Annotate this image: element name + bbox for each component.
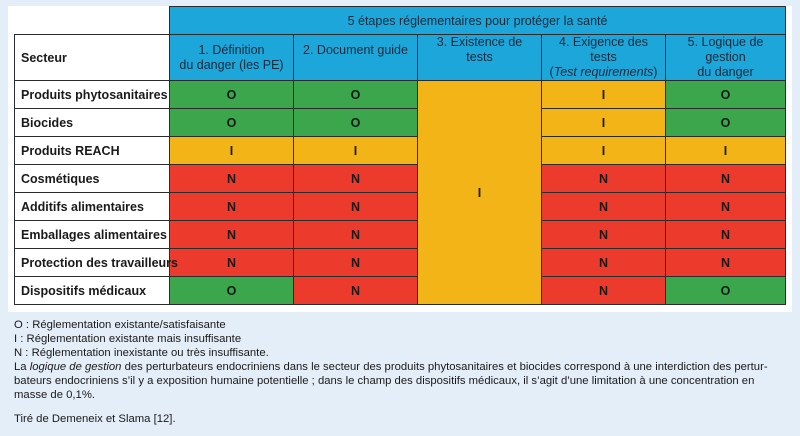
column-header-line: 1. Définition <box>198 42 265 57</box>
sector-cell: Produits phytosanitaires <box>14 80 170 109</box>
status-cell: N <box>293 248 418 277</box>
status-cell: N <box>293 164 418 193</box>
status-cell: N <box>169 192 294 221</box>
column-header-test-requirements: 4. Exigence des tests (Test requirements… <box>541 34 666 81</box>
status-cell: O <box>293 80 418 109</box>
table-row: Dispositifs médicaux O N N O <box>14 276 787 305</box>
sector-cell: Emballages alimentaires <box>14 220 170 249</box>
column-header-line: du danger (les PE) <box>179 57 284 72</box>
management-logic-note: La logique de gestion des perturbateurs … <box>14 360 790 402</box>
table-super-header: 5 étapes réglementaires pour protéger la… <box>168 6 787 35</box>
status-cell: O <box>169 108 294 137</box>
column-header-management-logic: 5. Logique de gestion du danger <box>664 34 787 81</box>
column-header-line: 5. Logique de gestion <box>687 35 764 64</box>
table-row: Produits phytosanitaires O O I I O <box>14 80 787 305</box>
status-cell: I <box>541 80 666 109</box>
note-prefix: La <box>14 361 30 373</box>
tests-existence-merged-cell: I <box>417 80 542 305</box>
column-header-line-italic: Test requirements <box>553 65 654 79</box>
regulatory-steps-table: 5 étapes réglementaires pour protéger la… <box>14 6 787 305</box>
table-row: Additifs alimentaires N N N N <box>14 192 787 221</box>
column-header-guide: 2. Document guide <box>293 34 418 81</box>
table-body: Produits phytosanitaires O O I I O Biocides O O I… <box>14 80 787 305</box>
legend-o: O : Réglementation existante/satisfaisan… <box>14 319 226 331</box>
sector-cell: Produits REACH <box>14 136 170 165</box>
status-cell: N <box>169 220 294 249</box>
status-cell: I <box>169 136 294 165</box>
table-row: Biocides O O I O <box>14 108 787 137</box>
status-cell: N <box>293 276 418 305</box>
status-cell: N <box>664 192 787 221</box>
status-cell: N <box>169 164 294 193</box>
status-cell: O <box>169 80 294 109</box>
table-notes: O : Réglementation existante/satisfaisan… <box>14 318 790 426</box>
status-cell: O <box>664 80 787 109</box>
status-cell: N <box>664 248 787 277</box>
status-cell: N <box>664 220 787 249</box>
status-cell: O <box>293 108 418 137</box>
sector-cell: Biocides <box>14 108 170 137</box>
status-cell: N <box>541 248 666 277</box>
sector-cell: Cosmétiques <box>14 164 170 193</box>
paren-close: ) <box>653 65 658 79</box>
status-cell: I <box>541 136 666 165</box>
status-cell: N <box>541 276 666 305</box>
sector-column-header: Secteur <box>14 34 170 81</box>
sector-cell: Dispositifs médicaux <box>14 276 170 305</box>
status-cell: I <box>541 108 666 137</box>
sector-cell: Protection des travailleurs <box>14 248 178 277</box>
table-row: Emballages alimentaires N N N N <box>14 220 787 249</box>
status-cell: O <box>664 276 787 305</box>
status-cell: N <box>541 164 666 193</box>
status-cell: N <box>293 220 418 249</box>
empty-corner <box>14 6 170 35</box>
column-header-line: du danger <box>697 65 754 79</box>
status-cell: N <box>169 248 294 277</box>
column-header-tests: 3. Existence de tests <box>417 34 542 81</box>
status-cell: O <box>169 276 294 305</box>
column-header-line: 3. Existence de tests <box>436 35 523 64</box>
column-header-line: 2. Document guide <box>303 42 408 57</box>
sector-cell: Additifs alimentaires <box>14 192 170 221</box>
status-cell: O <box>664 108 787 137</box>
note-body: des perturbateurs endocriniens dans le s… <box>14 361 768 401</box>
table-row: Protection des travailleurs N N N N <box>14 248 787 277</box>
table-row: Produits REACH I I I I <box>14 136 787 165</box>
column-header-definition: 1. Définition du danger (les PE) <box>169 34 294 81</box>
source-citation: Tiré de Demeneix et Slama [12]. <box>14 413 176 425</box>
status-cell: I <box>293 136 418 165</box>
note-emphasis: logique de gestion <box>29 361 122 373</box>
status-cell: N <box>541 220 666 249</box>
status-cell: N <box>541 192 666 221</box>
legend-n: N : Réglementation inexistante ou très i… <box>14 347 269 359</box>
column-header-line: 4. Exigence des tests <box>559 35 648 64</box>
table-row: Cosmétiques N N N N <box>14 164 787 193</box>
paren-open: ( <box>549 65 554 79</box>
legend-i: I : Réglementation existante mais insuff… <box>14 333 242 345</box>
status-cell: N <box>293 192 418 221</box>
status-cell: N <box>664 164 787 193</box>
status-cell: I <box>664 136 787 165</box>
